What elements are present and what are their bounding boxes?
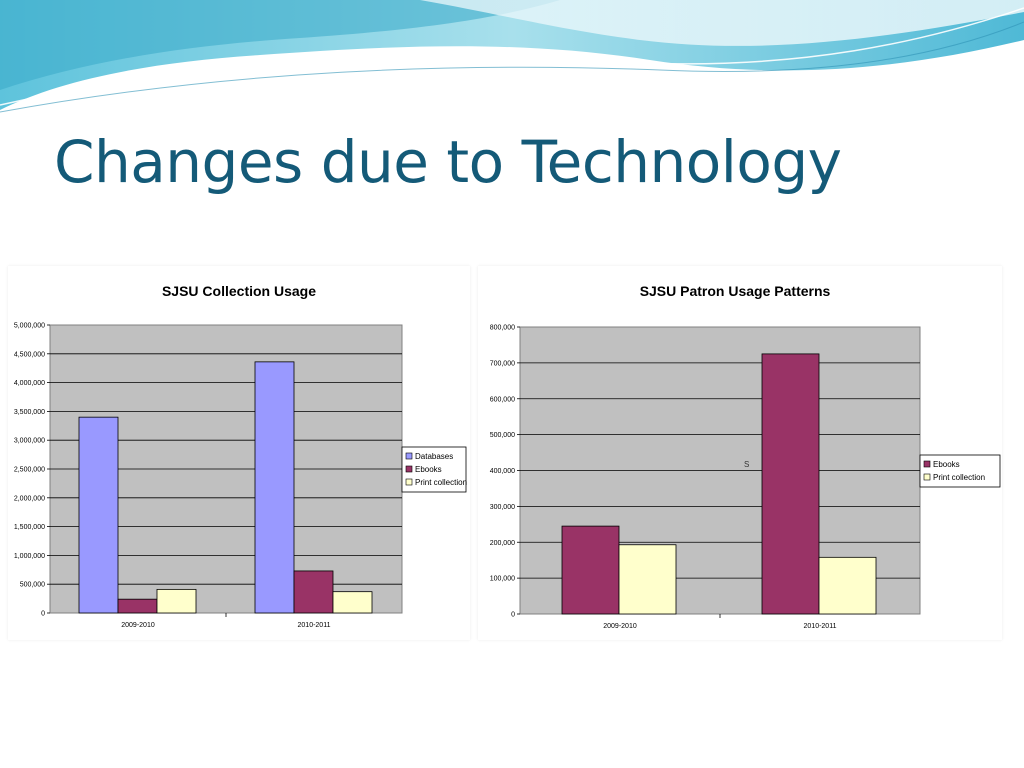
y-tick-label: 3,000,000 <box>14 438 45 445</box>
bar-ebooks <box>761 353 820 615</box>
y-tick-label: 2,000,000 <box>14 495 45 502</box>
patron-usage-chart-svg: SJSU Patron Usage Patterns 0 100,000 200,00… <box>490 283 1001 630</box>
y-tick-label: 1,500,000 <box>14 524 45 531</box>
legend-label: Ebooks <box>415 465 442 474</box>
y-tick-label: 200,000 <box>490 540 515 547</box>
y-tick-label: 1,000,000 <box>14 553 45 560</box>
legend-swatch-ebooks <box>405 465 413 473</box>
y-tick-label: 100,000 <box>490 576 515 583</box>
bar-ebooks <box>117 598 158 614</box>
bar-print-collection <box>156 588 197 614</box>
legend-label: Ebooks <box>933 460 960 469</box>
y-tick-label: 300,000 <box>490 504 515 511</box>
x-tick-label: 2010-2011 <box>298 622 331 629</box>
chart-annotation: S <box>744 460 749 469</box>
y-tick-label: 4,500,000 <box>14 351 45 358</box>
y-tick-label: 2,500,000 <box>14 467 45 474</box>
y-tick-label: 800,000 <box>490 325 515 332</box>
collection-usage-chart: SJSU Collection Usage 0 500,000 1,000,000 1,… <box>8 266 470 640</box>
bar-databases <box>254 361 295 614</box>
legend-box <box>919 454 1001 488</box>
legend-label: Print collection <box>933 473 985 482</box>
collection-usage-chart-svg: SJSU Collection Usage 0 500,000 1,000,000 1,… <box>14 283 467 629</box>
y-tick-label: 5,000,000 <box>14 323 45 330</box>
bar-ebooks <box>561 525 620 615</box>
y-tick-label: 400,000 <box>490 468 515 475</box>
y-tick-label: 700,000 <box>490 360 515 367</box>
x-tick-label: 2009-2010 <box>121 622 155 629</box>
bar-ebooks <box>293 570 334 614</box>
legend-swatch-databases <box>405 452 413 460</box>
x-tick-label: 2010-2011 <box>804 623 837 630</box>
header-wave-decoration <box>0 0 1024 113</box>
y-tick-label: 4,000,000 <box>14 380 45 387</box>
y-tick-label: 0 <box>41 611 45 618</box>
legend-swatch-print-collection <box>923 473 931 481</box>
legend-label: Print collection <box>415 478 467 487</box>
bar-print-collection <box>618 544 677 615</box>
chart-title: SJSU Patron Usage Patterns <box>640 283 831 299</box>
bar-databases <box>78 416 119 614</box>
bar-print-collection <box>332 591 373 614</box>
legend-swatch-print-collection <box>405 478 413 486</box>
y-tick-label: 0 <box>511 612 515 619</box>
legend-box <box>401 446 467 493</box>
legend-label: Databases <box>415 452 453 461</box>
y-tick-label: 600,000 <box>490 396 515 403</box>
bar-print-collection <box>818 556 877 615</box>
patron-usage-chart: SJSU Patron Usage Patterns 0 100,000 200,00… <box>478 266 1002 640</box>
slide-title: Changes due to Technology <box>54 128 842 196</box>
y-tick-label: 500,000 <box>490 432 515 439</box>
x-tick-label: 2009-2010 <box>603 623 637 630</box>
y-tick-label: 3,500,000 <box>14 409 45 416</box>
y-tick-label: 500,000 <box>20 582 45 589</box>
legend-swatch-ebooks <box>923 460 931 468</box>
chart-title: SJSU Collection Usage <box>162 283 316 299</box>
